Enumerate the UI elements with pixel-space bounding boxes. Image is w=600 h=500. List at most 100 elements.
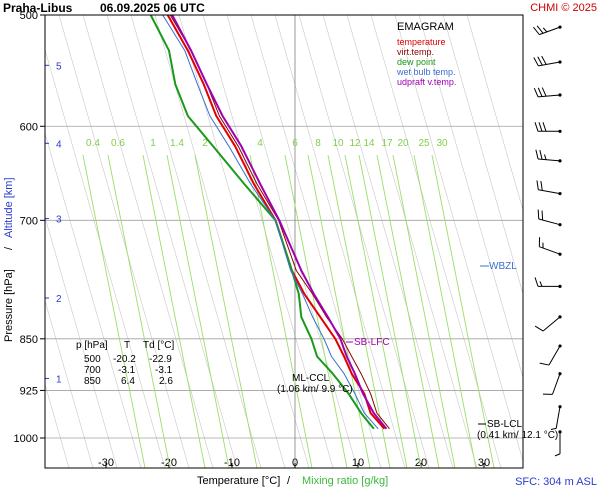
mixing-ratio-label: 4 (257, 138, 263, 149)
wind-barb-flag (534, 122, 539, 132)
dry-adiabat-line (226, 15, 358, 468)
wind-barb (538, 237, 562, 256)
table-cell: -3.1 (155, 365, 173, 376)
wind-barb (533, 55, 562, 67)
wind-barb-flag (533, 57, 539, 67)
dry-adiabat-line (154, 15, 286, 468)
table-cell: 2.6 (159, 376, 173, 387)
datetime-label: 06.09.2025 06 UTC (100, 1, 205, 15)
wind-barb-flag (541, 55, 547, 65)
wind-barb-flag (533, 26, 540, 35)
wind-barb (533, 87, 562, 98)
dry-adiabat-line (45, 383, 70, 468)
wind-barb (554, 430, 562, 457)
wind-barb-half (539, 281, 543, 287)
dry-adiabat-line (346, 15, 478, 468)
y-tick-label: 600 (20, 121, 38, 133)
wind-barb-half (554, 453, 561, 457)
series-udpraft-v-temp (171, 14, 388, 430)
ml-ccl-label: ML-CCL (292, 373, 330, 384)
table-header-t: T (124, 340, 130, 351)
wind-barb-half (544, 154, 547, 160)
y-tick-label: 500 (20, 10, 38, 22)
wind-barb-flag (541, 210, 544, 221)
dry-adiabat-line (466, 15, 523, 212)
mixing-ratio-label: 17 (381, 138, 393, 149)
dry-adiabat-line (442, 15, 523, 295)
table-cell: 6.4 (121, 376, 135, 387)
x-tick-label: 20 (415, 457, 427, 469)
dry-adiabat-line (45, 132, 142, 468)
x-axis-title-mixing: Mixing ratio [g/kg] (302, 475, 388, 487)
wind-barb-half (550, 427, 557, 430)
dry-adiabat-line (202, 15, 334, 468)
dry-adiabat-line (394, 15, 523, 463)
mixing-ratio-line (166, 154, 230, 468)
x-axis-title-temp: Temperature [°C] (197, 475, 280, 487)
mixing-ratio-line (431, 154, 495, 468)
dry-adiabat-line (82, 15, 214, 468)
dry-adiabat-line (250, 15, 382, 468)
mixing-ratio-line (413, 154, 477, 468)
credit-label: CHMI © 2025 (530, 2, 597, 14)
station-name: Praha-Libus (3, 1, 73, 15)
table-header-td: Td [°C] (143, 340, 174, 351)
mixing-ratio-label: 30 (436, 138, 448, 149)
wind-barb (539, 344, 562, 366)
series-virt-temp (169, 14, 390, 430)
altitude-tick-label: 1 (56, 374, 62, 385)
mixing-ratio-label: 25 (418, 138, 430, 149)
wind-barb (550, 405, 562, 430)
sb-lfc-label: SB-LFC (354, 337, 390, 348)
dry-adiabat-lines (45, 15, 523, 468)
y-axis-title-sep: / (3, 246, 15, 250)
x-tick-label: 10 (352, 457, 364, 469)
mixing-ratio-line (307, 154, 371, 468)
wind-barb-flag (538, 237, 541, 247)
sb-lcl-label: SB-LCL (487, 419, 522, 430)
wind-barb (534, 277, 562, 288)
mixing-ratio-line (392, 154, 456, 468)
y-tick-label: 700 (20, 215, 38, 227)
dry-adiabat-line (58, 15, 190, 468)
wind-barb-flag (537, 209, 540, 220)
dry-adiabat-line (178, 15, 310, 468)
wind-barb-flag (542, 122, 547, 132)
wind-barb-flag (539, 149, 543, 160)
mixing-ratio-label: 1.4 (170, 138, 184, 149)
wind-barb-flag (541, 87, 547, 97)
altitude-tick-label: 4 (56, 139, 62, 150)
table-cell: -20.2 (113, 354, 136, 365)
wind-barb-staff (555, 406, 561, 429)
mixing-ratio-line (107, 154, 171, 468)
legend-dew-point: dew point (397, 57, 436, 67)
legend-temperature: temperature (397, 37, 446, 47)
table-cell: 850 (84, 376, 101, 387)
mixing-ratio-line (376, 154, 440, 468)
mixing-ratio-label: 0.6 (111, 138, 125, 149)
wind-barb (535, 149, 562, 163)
wind-barb-flag (534, 277, 539, 287)
table-header-p: p [hPa] (76, 340, 108, 351)
dry-adiabat-line (45, 299, 94, 468)
dry-adiabat-line (106, 15, 238, 468)
dry-adiabat-line (274, 15, 406, 468)
plot-frame (44, 14, 524, 469)
y-axis-title-pressure: Pressure [hPa] (3, 269, 15, 342)
mixing-ratio-line (249, 154, 313, 468)
x-tick-label: -30 (98, 457, 114, 469)
wind-barb (536, 180, 562, 196)
mixing-ratio-label: 20 (397, 138, 409, 149)
wind-barb (534, 122, 562, 133)
wind-barb (534, 315, 562, 332)
y-tick-label: 850 (20, 334, 38, 346)
x-axis-title-sep: / (287, 475, 291, 487)
wind-barb-flag (534, 325, 544, 332)
mixing-ratio-label: 1 (150, 138, 156, 149)
wind-barb-flag (540, 181, 543, 191)
legend-virt-temp: virt.temp. (397, 47, 434, 57)
wind-barb-flag (537, 56, 543, 66)
x-tick-label: 0 (292, 457, 298, 469)
wind-barb-staff (542, 316, 561, 332)
